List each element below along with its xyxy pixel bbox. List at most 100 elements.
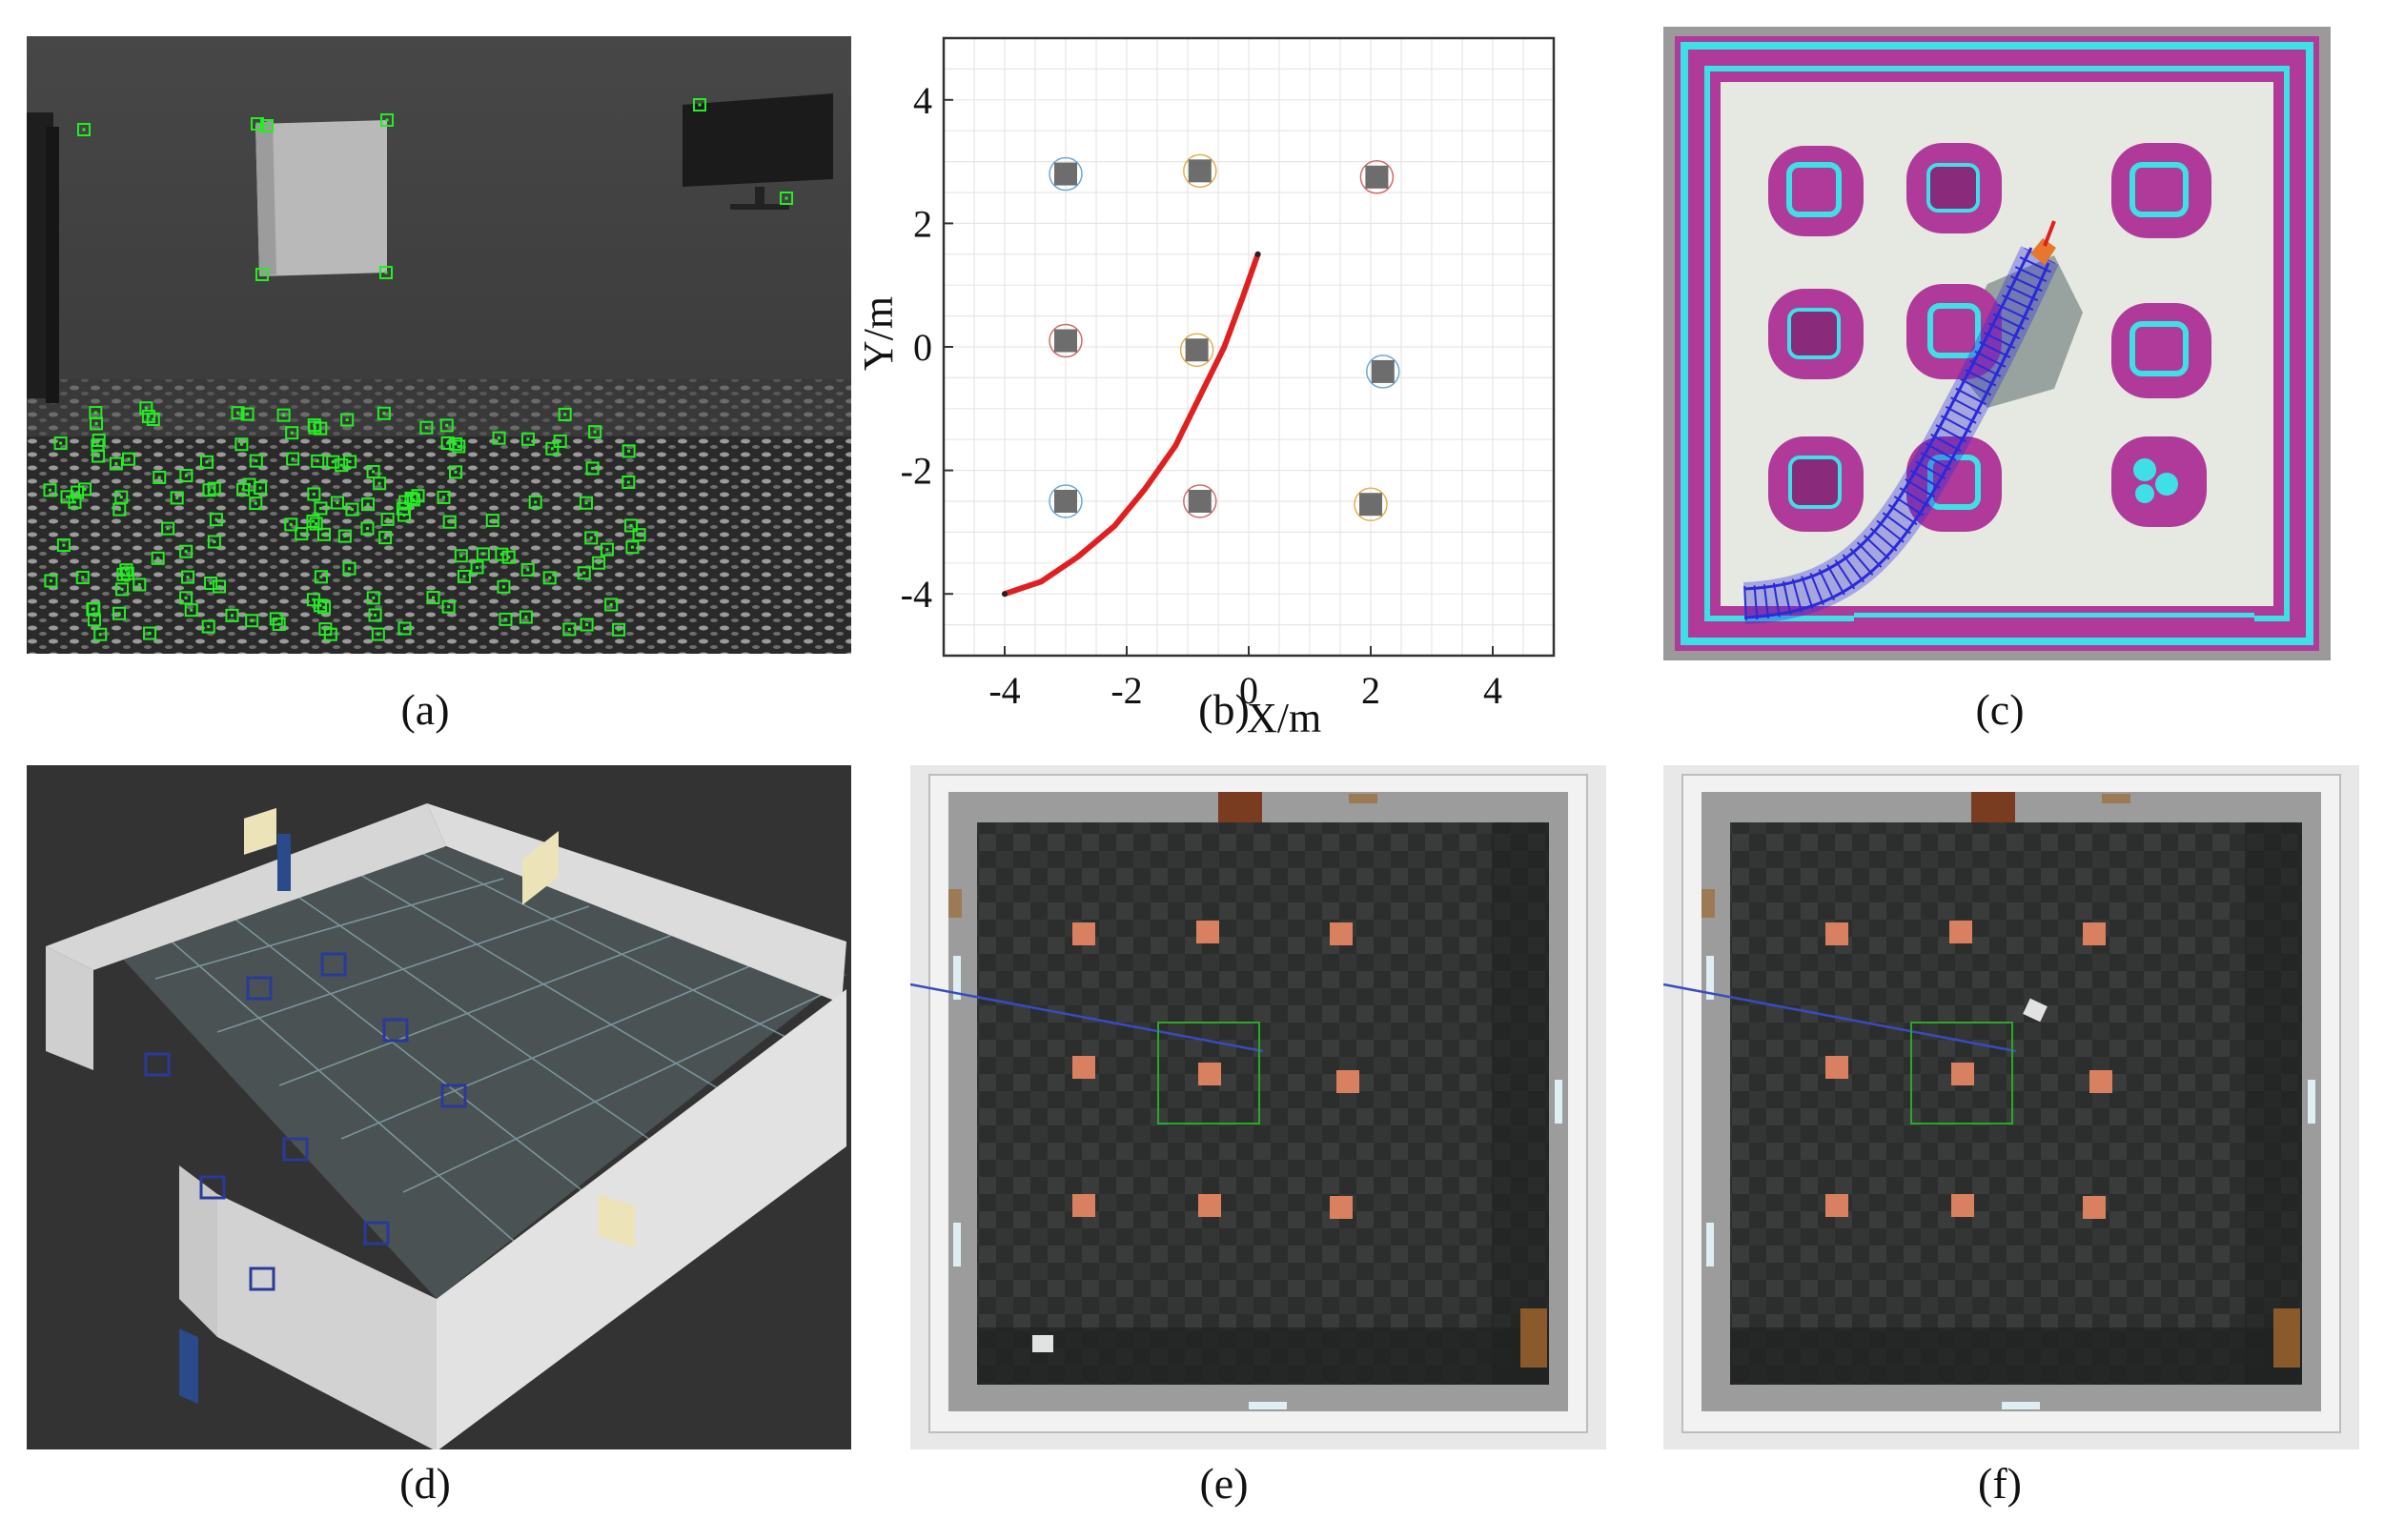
feature-point — [309, 517, 323, 531]
feature-point-center — [311, 519, 315, 523]
obstacle-ring — [1183, 484, 1217, 518]
feature-point — [340, 413, 355, 427]
feature-point — [170, 491, 184, 505]
feature-point — [251, 117, 264, 131]
feature-point — [207, 535, 221, 549]
x-tick-label: 4 — [1483, 669, 1502, 712]
robot-footprint-f — [1910, 1022, 2013, 1125]
costmap-obstacles — [1768, 143, 2211, 532]
feature-point-center — [62, 543, 66, 547]
feature-point-center — [250, 618, 254, 622]
front-left-wall — [217, 1194, 437, 1449]
feature-point — [454, 549, 468, 563]
x-tick-label: 0 — [1239, 669, 1258, 712]
feature-point — [361, 497, 376, 512]
feature-point-center — [265, 124, 269, 128]
feature-point-center — [120, 587, 124, 591]
feature-point-center — [190, 608, 194, 612]
obstacle-cubes — [144, 952, 467, 1291]
feature-point — [179, 591, 194, 605]
feature-point-center — [248, 483, 252, 487]
feature-point — [86, 602, 100, 617]
feature-point-center — [260, 273, 264, 276]
robot-marker — [2030, 238, 2056, 265]
trajectory-chart: -4 -2 0 2 4 -4 -2 0 2 4 X/m Y/m — [855, 36, 1556, 741]
feature-point — [308, 420, 322, 435]
feature-point-center — [617, 628, 621, 632]
feature-point-center — [213, 539, 216, 543]
obstacle-box — [1371, 359, 1395, 383]
feature-point-center — [377, 481, 381, 485]
feature-point — [580, 618, 594, 632]
caption-e: (e) — [1199, 1459, 1249, 1508]
feature-point-center — [205, 460, 209, 464]
feature-point — [249, 454, 263, 468]
x-tick-label: -4 — [988, 669, 1020, 712]
feature-point — [201, 619, 215, 634]
feature-point-center — [336, 501, 339, 505]
feature-point — [90, 416, 104, 431]
feature-point-center — [66, 495, 70, 498]
feature-point — [580, 496, 594, 510]
feature-point-center — [582, 571, 586, 575]
obstacle-box — [1185, 338, 1209, 362]
y-tick-label: -4 — [901, 573, 932, 616]
feature-point-center — [339, 463, 343, 467]
feature-point — [139, 401, 153, 415]
feature-point — [419, 420, 434, 435]
feature-point-center — [319, 575, 323, 578]
front-right-wall — [437, 989, 846, 1449]
feature-point-center — [385, 118, 389, 122]
obstacle-ring — [1049, 484, 1083, 518]
feature-point-center — [457, 444, 460, 448]
feature-point — [112, 606, 126, 620]
feature-point-center — [630, 545, 634, 549]
feature-point — [326, 455, 340, 469]
panel-a-camera-features — [27, 36, 851, 654]
feature-point-center — [291, 457, 295, 461]
feature-point-center — [441, 496, 445, 499]
feature-point — [161, 521, 175, 536]
feature-point — [314, 570, 328, 584]
feature-point — [240, 407, 255, 421]
feature-point-center — [98, 633, 102, 637]
obstacle-ring — [1049, 156, 1083, 192]
feature-point-center — [144, 406, 148, 410]
feature-point-center — [605, 548, 609, 552]
feature-point — [368, 608, 382, 622]
feature-point-center — [448, 520, 452, 524]
feature-point — [441, 599, 456, 614]
feature-point — [284, 517, 298, 532]
feature-point — [497, 579, 511, 594]
feature-point — [109, 456, 123, 471]
feature-point-center — [481, 552, 485, 556]
feature-point-center — [119, 496, 123, 499]
feature-point-center — [156, 557, 160, 560]
feature-point-center — [384, 271, 388, 274]
robot-footprint — [1157, 1022, 1260, 1125]
obstacle-box — [1365, 165, 1389, 189]
feature-point-center — [315, 522, 318, 526]
feature-point — [151, 551, 165, 565]
feature-point — [181, 570, 195, 584]
feature-point — [313, 598, 327, 613]
feature-point — [231, 406, 245, 420]
feature-point — [449, 436, 463, 451]
obstacle-box — [1188, 490, 1212, 513]
feature-point-center — [501, 585, 505, 589]
feature-point-center — [507, 556, 511, 559]
monitor — [683, 93, 833, 187]
feature-point — [625, 540, 640, 555]
feature-point — [411, 489, 425, 503]
x-tick-label: -2 — [1110, 669, 1142, 712]
simulation-view-e — [910, 774, 1588, 1433]
feature-point — [335, 458, 349, 473]
feature-point-center — [59, 441, 63, 445]
feature-point — [577, 566, 591, 580]
feature-point — [592, 556, 606, 570]
obstacle-ring — [1359, 160, 1395, 194]
feature-point — [77, 123, 91, 136]
feature-point-center — [255, 459, 258, 463]
whiteboard — [255, 120, 387, 276]
feature-point-center — [175, 496, 179, 499]
